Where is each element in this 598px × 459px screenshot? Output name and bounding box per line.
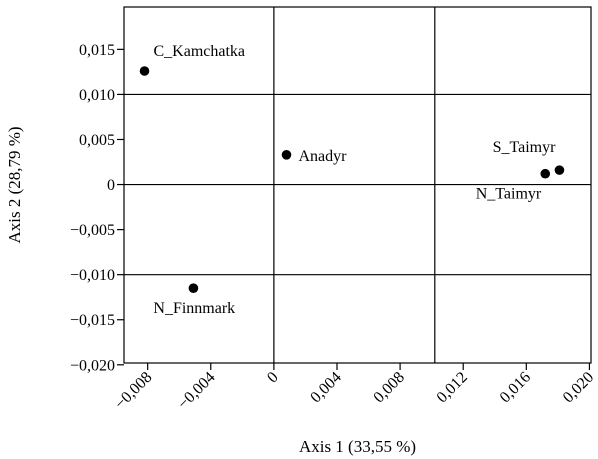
- y-tick-label: −0,005: [70, 222, 115, 239]
- x-axis-title: Axis 1 (33,55 %): [299, 437, 416, 456]
- y-tick-label: 0,015: [79, 42, 115, 59]
- point-label: N_Finnmark: [153, 300, 235, 317]
- point-label: N_Taimyr: [476, 186, 542, 203]
- y-tick-label: 0,010: [79, 87, 115, 104]
- y-axis-title: Axis 2 (28,79 %): [5, 126, 24, 243]
- data-point: [139, 66, 150, 76]
- grid-lines: [124, 7, 591, 363]
- axis-ticks: 0,015 0,010 0,005 0 −0,005 −0,010 −0,015 −0,020…: [70, 42, 597, 413]
- x-tick-label: 0,020: [560, 369, 597, 406]
- y-tick-label: 0: [107, 177, 115, 194]
- data-point: [540, 168, 551, 179]
- x-tick-label: −0,004: [175, 369, 219, 413]
- point-label: Anadyr: [299, 148, 348, 165]
- point-label: S_Taimyr: [493, 139, 557, 156]
- data-points: C_Kamchatka Anadyr S_Taimyr N_Taimyr N_Finnm…: [139, 43, 565, 317]
- x-tick-label: 0,016: [497, 369, 534, 406]
- y-tick-label: −0,020: [70, 357, 115, 374]
- y-tick-label: −0,010: [70, 267, 115, 284]
- x-tick-label: 0,004: [307, 369, 344, 406]
- y-tick-label: −0,015: [70, 312, 115, 329]
- x-tick-label: 0,008: [370, 369, 407, 406]
- x-tick-label: 0: [264, 369, 282, 387]
- x-tick-label: −0,008: [112, 369, 156, 413]
- x-tick-label: 0,012: [434, 369, 471, 406]
- y-tick-label: 0,005: [79, 132, 115, 149]
- data-point: [554, 165, 565, 175]
- data-point: [188, 283, 199, 293]
- data-point: [281, 150, 292, 160]
- point-label: C_Kamchatka: [154, 43, 246, 60]
